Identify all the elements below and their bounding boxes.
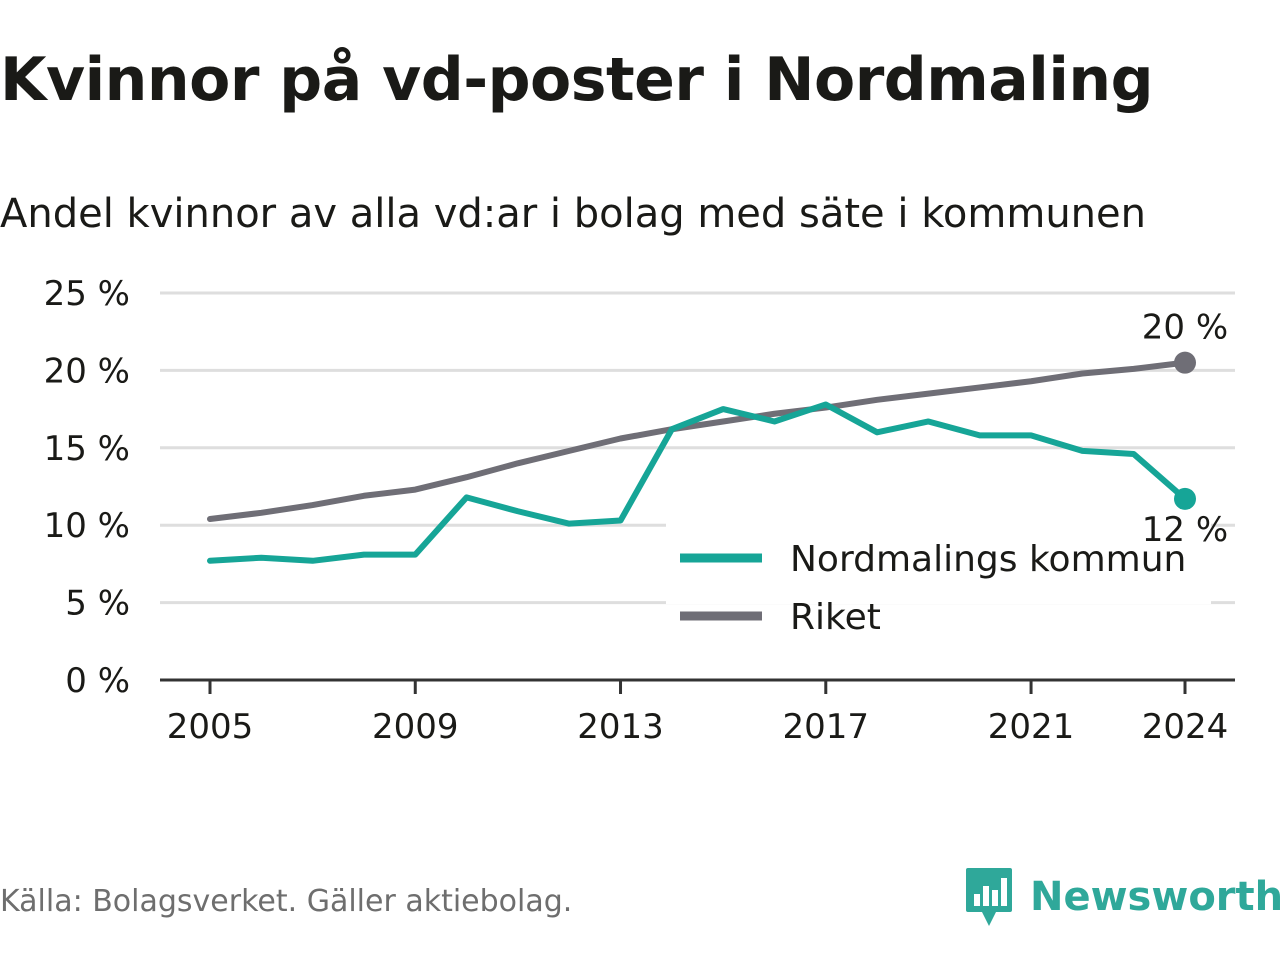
y-axis-ticks: 0 % 5 % 10 % 15 % 20 % 25 % [44, 274, 130, 701]
y-tick-label: 20 % [44, 351, 130, 391]
logo-text: Newsworthy [1030, 874, 1280, 920]
series-end-point [1174, 487, 1196, 510]
x-tick-label: 2005 [167, 707, 254, 747]
series-line [207, 359, 1188, 523]
y-tick-label: 25 % [44, 274, 130, 314]
x-tick-label: 2017 [783, 707, 870, 747]
legend-background [666, 522, 1211, 604]
end-label: 20 % [1142, 308, 1228, 348]
x-tick-label: 2009 [372, 707, 459, 747]
y-tick-label: 10 % [44, 506, 130, 546]
series-line [207, 401, 1188, 564]
y-tick-label: 5 % [65, 584, 130, 624]
newsworthy-logo: Newsworthy [964, 862, 1280, 932]
series-end-point [1174, 351, 1196, 374]
end-label: 12 % [1142, 510, 1228, 550]
x-tick-label: 2024 [1142, 707, 1229, 747]
legend: Nordmalings kommun Riket [666, 522, 1211, 638]
y-tick-label: 0 % [65, 661, 130, 701]
x-axis-ticks: 2005 2009 2013 2017 2021 2024 [167, 680, 1229, 747]
series-lines [207, 351, 1196, 564]
chart-title: Kvinnor på vd-poster i Nordmaling [0, 45, 1154, 115]
line-chart: 0 %5 %10 %15 %20 %25 % 2005 2009 2013 2017 2… [44, 274, 1235, 747]
gridlines [160, 291, 1235, 682]
x-tick-label: 2021 [988, 707, 1075, 747]
end-labels: 20 % 12 % [1142, 308, 1228, 550]
x-tick-label: 2013 [577, 707, 664, 747]
newsworthy-chart-icon [966, 868, 1012, 926]
y-tick-label: 15 % [44, 429, 130, 469]
legend-label: Nordmalings kommun [790, 539, 1186, 580]
source-note: Källa: Bolagsverket. Gäller aktiebolag. [0, 884, 573, 919]
chart-subtitle: Andel kvinnor av alla vd:ar i bolag med … [0, 191, 1146, 237]
legend-label: Riket [790, 597, 881, 638]
